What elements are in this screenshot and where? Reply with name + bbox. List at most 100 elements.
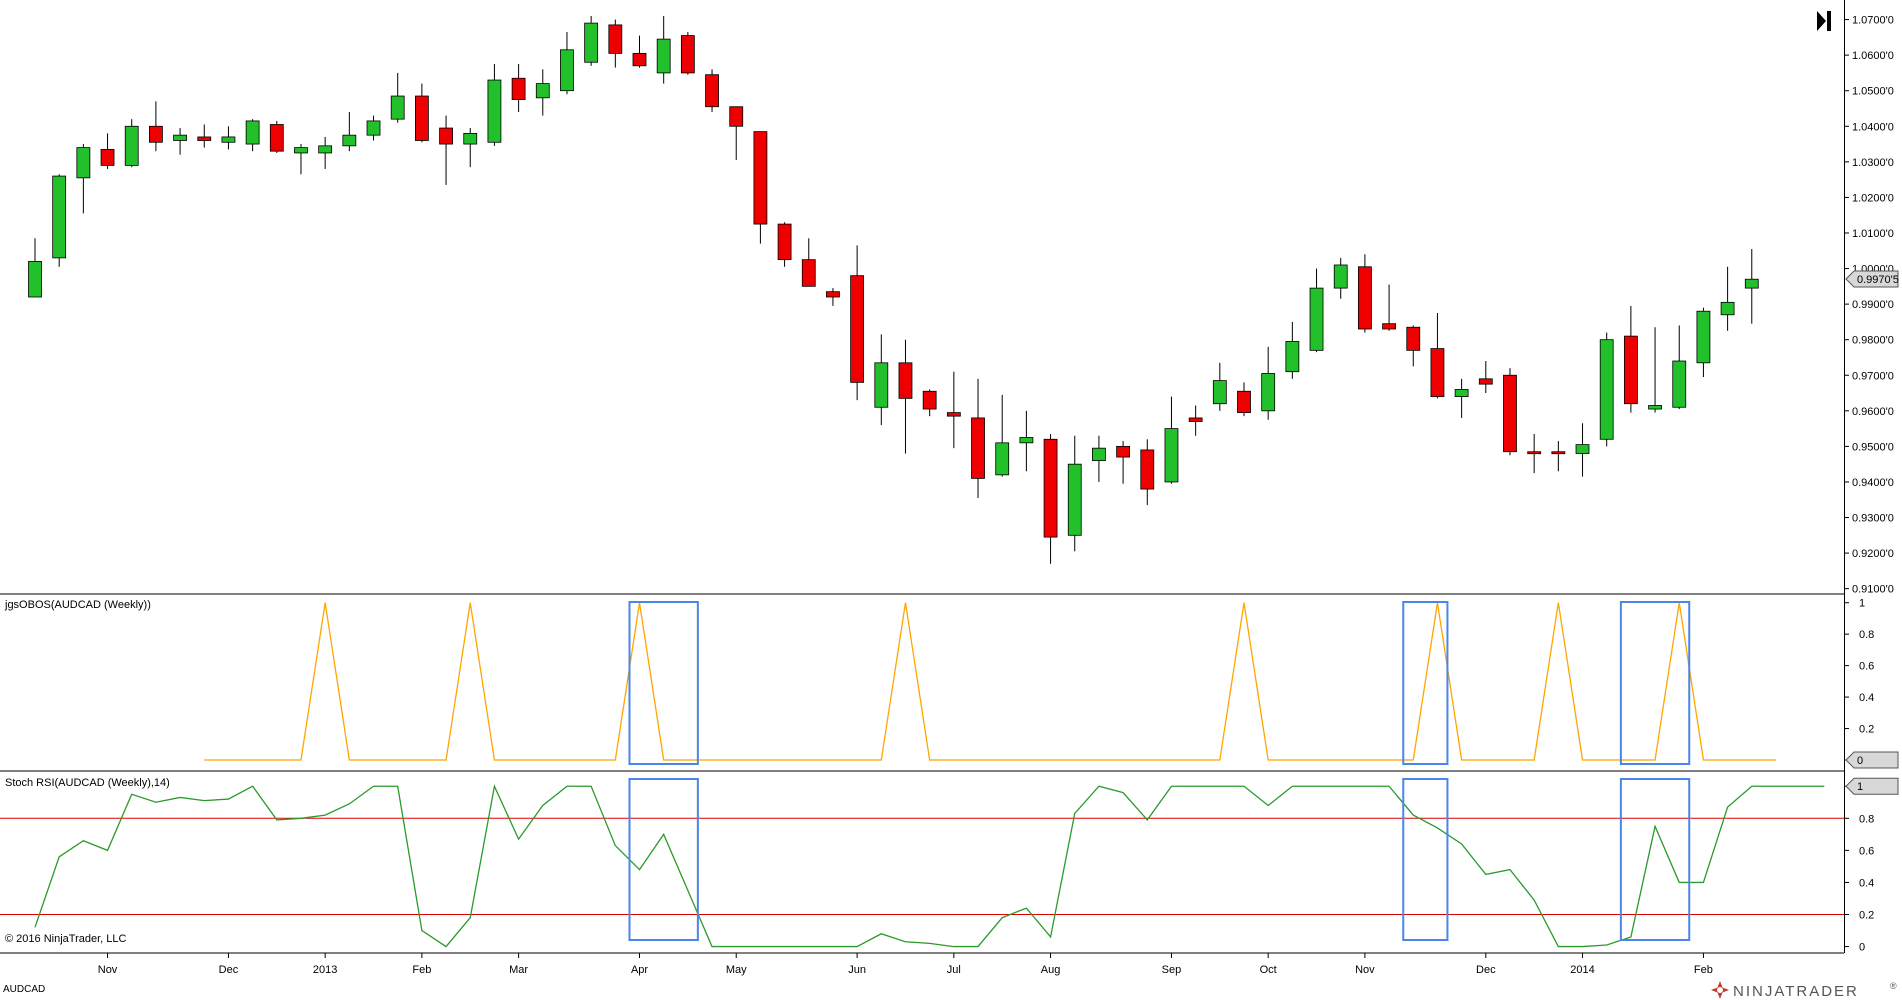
- candle-body-down: [1503, 374, 1517, 453]
- candle-body-up: [318, 145, 333, 154]
- candle: [801, 238, 816, 287]
- price-axis-tick-label: 1.0400'0: [1852, 121, 1894, 133]
- candle-body-down: [898, 362, 913, 399]
- time-axis-tick-label: Mar: [509, 964, 528, 976]
- candle-body-down: [801, 259, 816, 287]
- candle-body-up: [1648, 405, 1662, 410]
- candle-body-up: [1019, 437, 1034, 444]
- candle: [511, 64, 526, 113]
- candle-body-up: [1454, 389, 1469, 397]
- candle: [1744, 248, 1759, 324]
- candle-body-up: [1333, 264, 1348, 289]
- stoch-axis-tick-label: 0.8: [1859, 813, 1874, 825]
- candle-body-up: [390, 95, 405, 120]
- candle-body-up: [560, 49, 574, 92]
- obos-panel[interactable]: jgsOBOS(AUDCAD (Weekly)) 0.2 0.4 0.6 0.8 1 0: [4, 598, 1899, 769]
- candle: [294, 144, 308, 175]
- candle-body-up: [874, 362, 889, 408]
- price-axis-tick-label: 0.9800'0: [1852, 335, 1894, 347]
- candle: [366, 115, 381, 141]
- price-axis-tick-label: 0.9100'0: [1852, 584, 1894, 596]
- time-axis-tick-label: 2013: [313, 964, 337, 976]
- candle-body-down: [1382, 323, 1396, 330]
- obos-axis-tick-label: 0.4: [1859, 692, 1874, 704]
- candle: [1092, 435, 1106, 482]
- time-axis-tick-label: Sep: [1162, 964, 1182, 976]
- candle-body-down: [1527, 451, 1542, 455]
- price-candles: [28, 16, 1759, 564]
- copyright-text: © 2016 NinjaTrader, LLC: [5, 933, 126, 945]
- candle: [1019, 410, 1034, 472]
- price-panel[interactable]: 0.9100'0 0.9200'0 0.9300'0 0.9400'0 0.9500'0…: [28, 11, 1899, 596]
- candle-body-down: [197, 136, 212, 141]
- candle-body-up: [463, 132, 478, 145]
- candle-body-up: [76, 147, 91, 179]
- price-axis: 0.9100'0 0.9200'0 0.9300'0 0.9400'0 0.9500'0…: [1844, 15, 1894, 596]
- stoch-axis-tick-label: 0.4: [1859, 877, 1874, 889]
- candle: [1696, 307, 1711, 378]
- stoch-rsi-panel[interactable]: Stoch RSI(AUDCAD (Weekly),14) 0 0.2 0.4 0.6…: [0, 777, 1899, 954]
- candle-body-up: [1164, 428, 1179, 483]
- candle: [560, 32, 574, 95]
- price-axis-tick-label: 0.9900'0: [1852, 299, 1894, 311]
- candle-body-down: [850, 275, 865, 383]
- candle: [1382, 284, 1396, 331]
- candle: [850, 245, 865, 401]
- price-axis-tick-label: 1.0300'0: [1852, 157, 1894, 169]
- instrument-label: AUDCAD: [3, 984, 45, 995]
- candle-body-up: [52, 175, 67, 259]
- candle-body-up: [124, 125, 139, 166]
- candle: [1188, 405, 1203, 436]
- candle: [946, 371, 961, 449]
- candle-body-down: [148, 125, 163, 143]
- candle: [1358, 254, 1372, 333]
- logo-text: NINJATRADER: [1733, 983, 1859, 1000]
- candle-body-up: [1261, 373, 1276, 412]
- candle: [1527, 433, 1542, 474]
- stoch-rsi-panel-title: Stoch RSI(AUDCAD (Weekly),14): [5, 777, 170, 789]
- last-price-marker: 0.9970'5: [1845, 270, 1899, 288]
- candle-body-down: [439, 127, 453, 145]
- candle-body-down: [414, 95, 429, 141]
- candle: [1623, 305, 1638, 413]
- time-axis-tick-label: May: [726, 964, 747, 976]
- obos-highlight-box: [1402, 601, 1449, 765]
- price-axis-tick-label: 1.0200'0: [1852, 192, 1894, 204]
- stoch-highlight-box: [1619, 778, 1691, 941]
- candle-body-up: [1067, 463, 1082, 536]
- time-axis-tick-label: Nov: [1355, 964, 1375, 976]
- candle: [971, 378, 985, 498]
- candle-body-down: [922, 390, 937, 410]
- candle: [439, 115, 453, 185]
- time-axis-tick-label: 2014: [1570, 964, 1594, 976]
- candle: [753, 131, 768, 244]
- obos-axis: 0.2 0.4 0.6 0.8 1: [1844, 598, 1874, 761]
- candle: [608, 19, 623, 68]
- candle: [148, 101, 163, 152]
- candle-body-down: [826, 291, 840, 298]
- candle: [221, 126, 236, 150]
- obos-last-value-marker: 0: [1845, 751, 1899, 769]
- candle: [656, 16, 671, 84]
- candle-body-up: [1092, 447, 1106, 462]
- chart-frame: [0, 0, 1845, 954]
- price-axis-tick-label: 1.0500'0: [1852, 86, 1894, 98]
- candle: [777, 222, 792, 267]
- price-axis-tick-label: 1.0600'0: [1852, 50, 1894, 62]
- candle-body-down: [1140, 449, 1155, 490]
- time-axis-tick-label: Jun: [848, 964, 866, 976]
- candle-body-down: [1188, 417, 1203, 422]
- stoch-axis-tick-label: 0.6: [1859, 845, 1874, 857]
- price-axis-tick-label: 1.0700'0: [1852, 15, 1894, 27]
- candle: [1309, 268, 1324, 353]
- candle: [1599, 332, 1614, 447]
- candle: [729, 106, 744, 161]
- ninjatrader-logo: NINJATRADER ®: [1711, 981, 1897, 1000]
- skip-to-end-icon[interactable]: [1817, 11, 1831, 31]
- time-axis-tick-label: Jul: [947, 964, 961, 976]
- stoch-last-value-marker: 1: [1845, 777, 1899, 795]
- candle-body-up: [221, 136, 236, 143]
- candle-body-up: [342, 134, 357, 147]
- candle: [1672, 325, 1687, 410]
